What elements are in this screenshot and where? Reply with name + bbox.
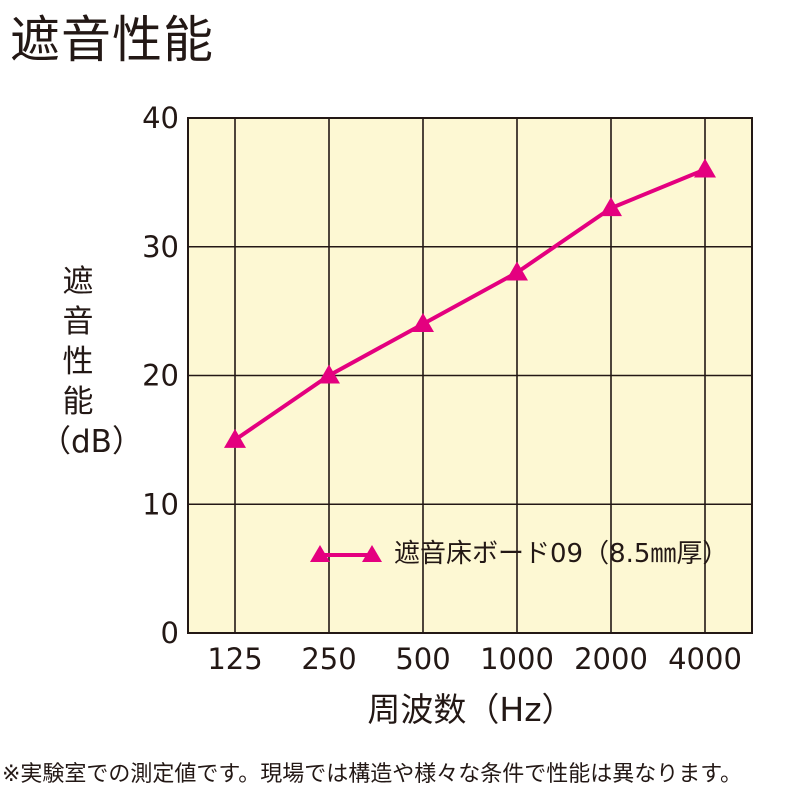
y-tick-label: 40	[142, 101, 179, 135]
x-tick-label: 250	[301, 642, 356, 676]
x-tick-label: 125	[207, 642, 262, 676]
y-axis-label-char: 性	[62, 344, 94, 380]
y-tick-label: 0	[161, 616, 179, 650]
y-tick-label: 10	[142, 487, 179, 521]
y-axis-ticks: 0 10 20 30 40	[142, 101, 179, 650]
data-point-marker	[694, 158, 716, 178]
y-axis-label-unit: （dB）	[40, 424, 143, 460]
series-layer	[224, 158, 716, 448]
y-axis-label-char: 遮	[62, 264, 94, 300]
x-tick-label: 2000	[574, 642, 648, 676]
plot-border	[187, 117, 753, 634]
legend-swatch	[310, 545, 382, 562]
page-title: 遮音性能	[10, 11, 214, 69]
footnote: ※実験室での測定値です。現場では構造や様々な条件で性能は異なります。	[2, 762, 743, 787]
y-axis-label-char: 能	[62, 384, 94, 420]
y-tick-label: 20	[142, 359, 179, 393]
legend-marker-left	[310, 545, 330, 562]
x-tick-label: 4000	[668, 642, 742, 676]
x-tick-label: 500	[395, 642, 450, 676]
data-point-marker	[600, 197, 622, 217]
data-point-marker	[412, 313, 434, 332]
data-point-marker	[506, 261, 528, 281]
y-axis-label: 遮 音 性 能 （dB）	[40, 262, 143, 462]
data-point-marker	[318, 364, 340, 384]
x-tick-label: 1000	[480, 642, 554, 676]
y-tick-label: 30	[142, 230, 179, 264]
data-point-marker	[224, 428, 246, 448]
legend-marker-right	[362, 545, 382, 562]
y-axis-label-char: 音	[62, 304, 94, 340]
legend-label: 遮音床ボード09（8.5㎜厚）	[394, 539, 729, 569]
series-line	[233, 167, 706, 442]
x-axis-label: 周波数（Hz）	[367, 690, 575, 729]
x-axis-ticks: 125 250 500 1000 2000 4000	[207, 642, 742, 676]
